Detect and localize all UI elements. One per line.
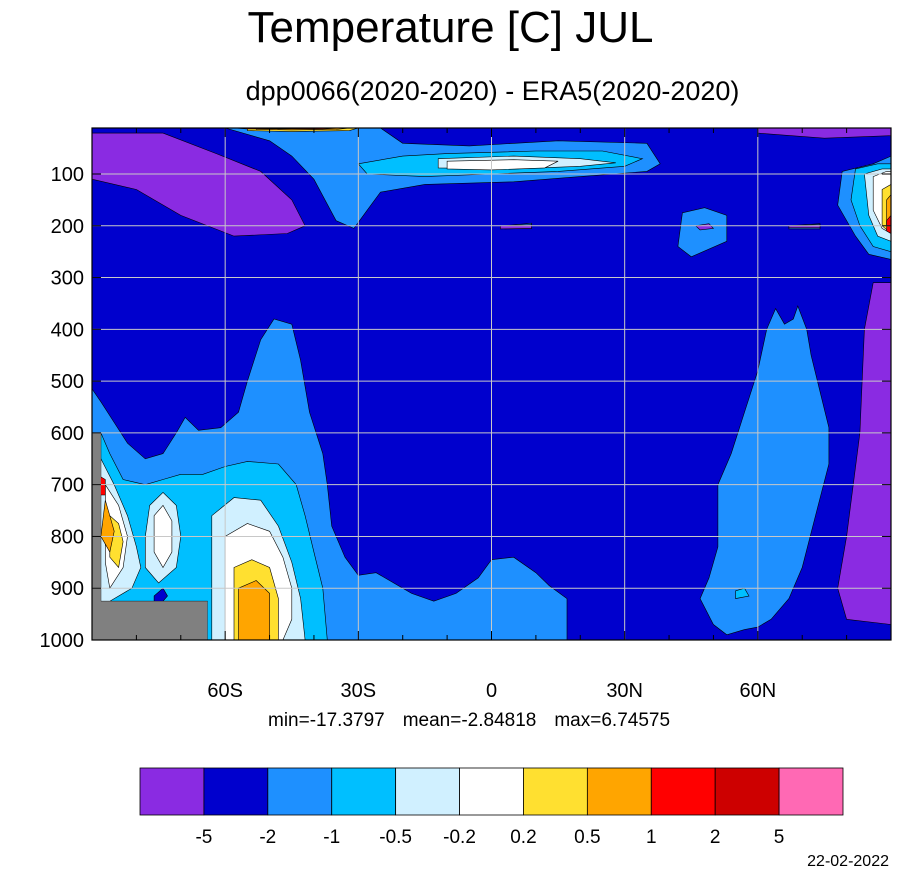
grid-lines (92, 128, 891, 640)
chart-subtitle: dpp0066(2020-2020) - ERA5(2020-2020) (245, 76, 740, 106)
x-tick-label: 30N (606, 680, 643, 702)
colorbar-swatch (395, 767, 460, 816)
colorbar-label: -2 (259, 827, 276, 848)
y-tick-label: 700 (51, 475, 84, 497)
contour-region-lt_-5 (695, 223, 715, 231)
contour-region-1_2 (886, 214, 891, 234)
colorbar-label: 0.2 (510, 827, 536, 848)
stats-line: min=-17.3797 mean=-2.84818 max=6.74575 (268, 709, 670, 733)
y-tick-label: 400 (51, 319, 84, 341)
x-tick-label: 60N (739, 680, 776, 702)
colorbar-label: -0.2 (443, 827, 476, 848)
colorbar-label: -0.5 (379, 827, 412, 848)
x-tick-label: 60S (207, 680, 243, 702)
axis-ticks: 60S 30S 0 30N 60N 100 200 300 400 500 600 700 800 900… (40, 128, 892, 702)
x-tick-label: 0 (486, 680, 497, 702)
contour-region--2_-1 (677, 207, 728, 258)
colorbar-swatch (203, 767, 269, 816)
stat-mean: mean=-2.84818 (402, 710, 537, 731)
contour-region-lt_-5 (153, 587, 168, 602)
colorbar-swatch (331, 767, 397, 816)
contour-region--0.2_0.2 (446, 159, 559, 171)
colorbar: -5 -2 -1 -0.5 -0.2 0.2 0.5 1 2 5 (139, 767, 844, 848)
colorbar-label: -5 (195, 827, 212, 848)
colorbar-label: -1 (323, 827, 340, 848)
colorbar-label: 2 (710, 827, 721, 848)
colorbar-swatch (650, 767, 716, 816)
contour-region-0.5_1 (100, 500, 115, 553)
y-tick-label: 600 (51, 423, 84, 445)
y-tick-label: 100 (51, 164, 84, 186)
colorbar-swatch (586, 767, 652, 816)
colorbar-label: 1 (646, 827, 657, 848)
y-tick-label: 200 (51, 216, 84, 238)
plot-date: 22-02-2022 (807, 853, 889, 870)
contour-region--2_-1 (699, 305, 830, 636)
missing-data-region (92, 432, 208, 640)
stat-max: max=6.74575 (554, 710, 671, 731)
chart-title: Temperature [C] JUL (247, 3, 654, 52)
y-tick-label: 500 (51, 371, 84, 393)
contour-region-lt_-5 (92, 132, 306, 237)
contour-region--1_-0.5 (735, 587, 750, 599)
y-tick-label: 900 (51, 578, 84, 600)
y-tick-label: 1000 (40, 630, 85, 652)
colorbar-swatch (523, 767, 588, 816)
colorbar-swatch (267, 767, 333, 816)
colorbar-swatch (778, 767, 844, 816)
colorbar-label: 5 (774, 827, 785, 848)
colorbar-label: 0.5 (574, 827, 600, 848)
y-tick-label: 300 (51, 268, 84, 290)
y-tick-label: 800 (51, 526, 84, 548)
contour-region-0.5_1 (238, 580, 270, 640)
colorbar-swatch (139, 767, 205, 816)
stat-min: min=-17.3797 (268, 710, 385, 731)
x-tick-label: 30S (341, 680, 377, 702)
colorbar-swatch (714, 767, 780, 816)
colorbar-swatch (459, 767, 524, 816)
